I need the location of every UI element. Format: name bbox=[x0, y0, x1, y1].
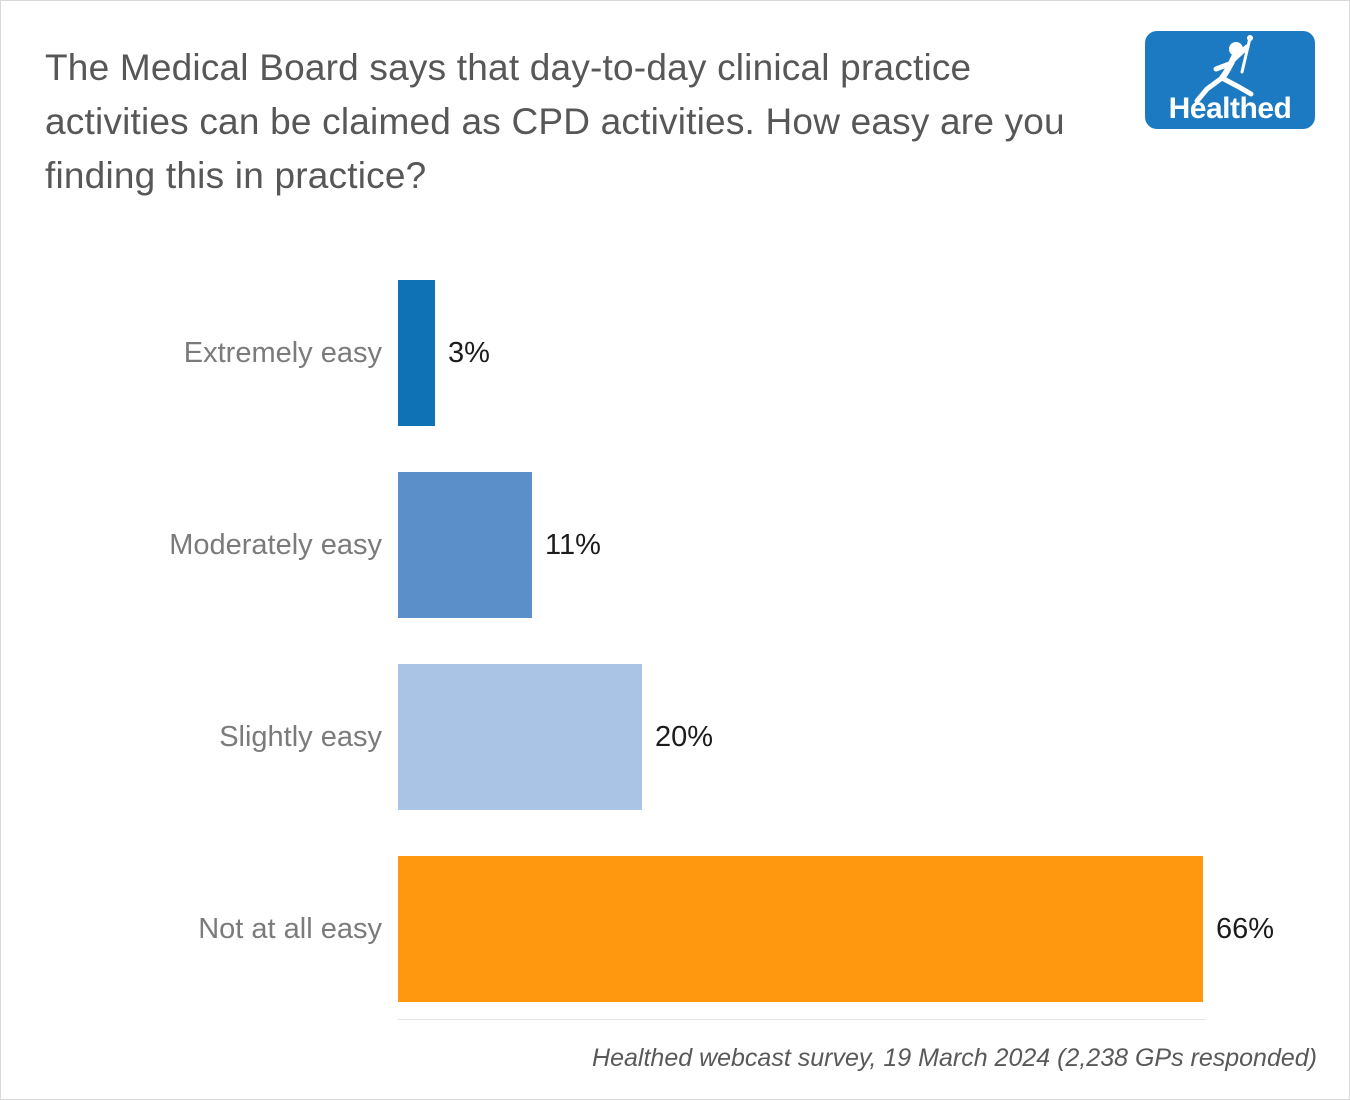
logo-text: Healthed bbox=[1169, 92, 1292, 125]
category-label: Not at all easy bbox=[198, 912, 382, 945]
category-label: Moderately easy bbox=[169, 528, 382, 561]
bar-row: Moderately easy 11% bbox=[1, 472, 1319, 618]
healthed-logo: Healthed bbox=[1145, 31, 1315, 129]
category-label: Slightly easy bbox=[219, 720, 382, 753]
source-caption: Healthed webcast survey, 19 March 2024 (… bbox=[592, 1044, 1317, 1072]
bar-slightly-easy bbox=[398, 664, 642, 810]
bar-track: 66% bbox=[398, 856, 1319, 1002]
plot-area: Extremely easy 3% Moderately easy 11% Slight… bbox=[1, 280, 1319, 1002]
value-label: 11% bbox=[545, 528, 601, 561]
value-label: 3% bbox=[448, 336, 490, 369]
bar-row: Extremely easy 3% bbox=[1, 280, 1319, 426]
category-label: Extremely easy bbox=[183, 336, 382, 369]
bar-track: 3% bbox=[398, 280, 1319, 426]
bar-track: 11% bbox=[398, 472, 1319, 618]
bar-track: 20% bbox=[398, 664, 1319, 810]
bar-moderately-easy bbox=[398, 472, 532, 618]
chart-title: The Medical Board says that day-to-day c… bbox=[45, 47, 1065, 196]
bar-row: Not at all easy 66% bbox=[1, 856, 1319, 1002]
value-label: 20% bbox=[655, 720, 714, 753]
bar-row: Slightly easy 20% bbox=[1, 664, 1319, 810]
axis-baseline bbox=[398, 1019, 1206, 1020]
healthed-runner-icon: Healthed bbox=[1169, 35, 1292, 125]
bar-not-at-all-easy bbox=[398, 856, 1203, 1002]
bar-extremely-easy bbox=[398, 280, 435, 426]
value-label: 66% bbox=[1216, 912, 1275, 945]
